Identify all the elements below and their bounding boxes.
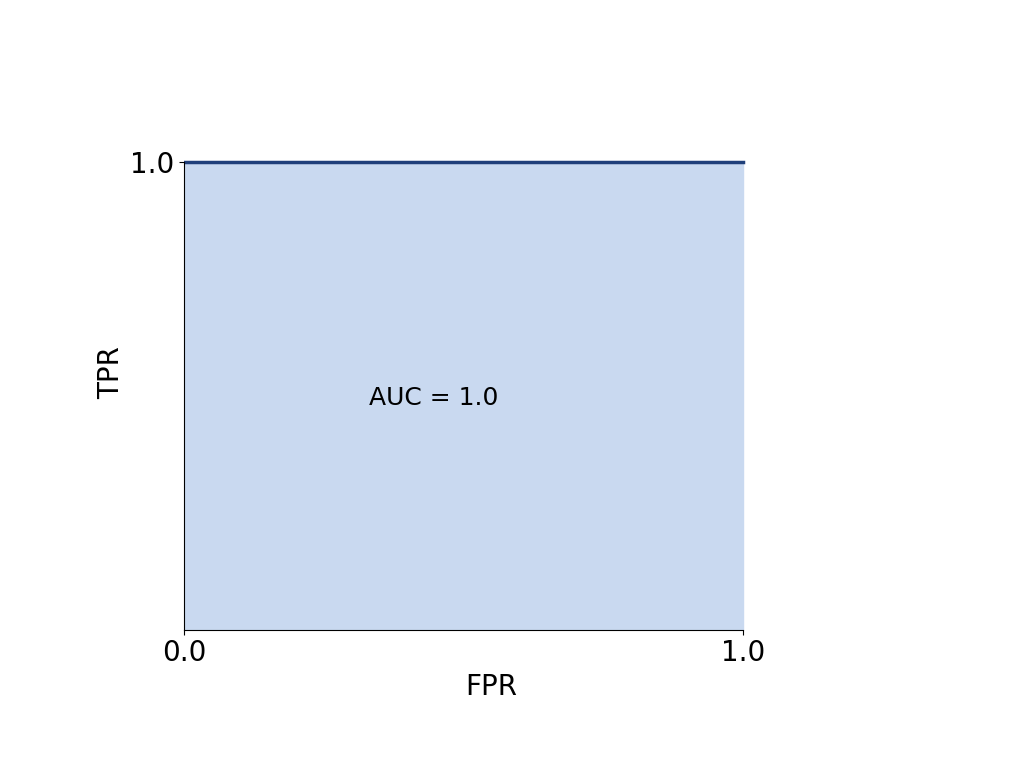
Text: AUC = 1.0: AUC = 1.0 — [369, 386, 498, 410]
X-axis label: FPR: FPR — [466, 673, 517, 701]
Y-axis label: TPR: TPR — [97, 346, 125, 399]
